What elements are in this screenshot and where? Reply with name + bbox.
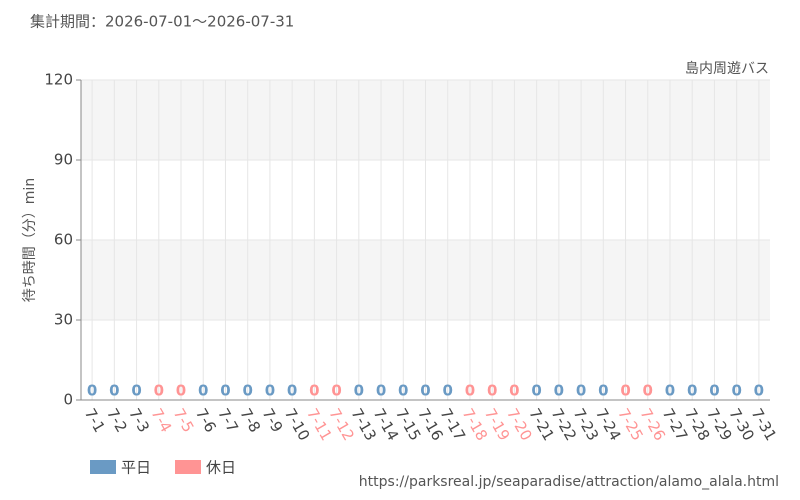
x-tick-label: 7-9 — [259, 405, 287, 435]
legend-label: 平日 — [121, 459, 151, 477]
data-label: 0 — [420, 382, 430, 400]
x-tick-label: 7-7 — [214, 405, 242, 435]
data-label: 0 — [198, 382, 208, 400]
data-label: 0 — [443, 382, 453, 400]
x-tick-label: 7-4 — [147, 405, 175, 435]
data-label: 0 — [643, 382, 653, 400]
legend-label: 休日 — [206, 459, 236, 477]
y-axis-label: 待ち時間（分）min — [22, 178, 38, 302]
data-label: 0 — [109, 382, 119, 400]
x-tick-label: 7-6 — [192, 405, 220, 435]
data-label: 0 — [354, 382, 364, 400]
data-label: 0 — [665, 382, 675, 400]
data-label: 0 — [154, 382, 164, 400]
data-label: 0 — [487, 382, 497, 400]
x-tick-label: 7-1 — [81, 405, 109, 435]
data-label: 0 — [576, 382, 586, 400]
data-label: 0 — [620, 382, 630, 400]
data-label: 0 — [598, 382, 608, 400]
data-label: 0 — [509, 382, 519, 400]
data-label: 0 — [287, 382, 297, 400]
data-label: 0 — [220, 382, 230, 400]
data-label: 0 — [687, 382, 697, 400]
chart-subtitle: 集計期間：2026-07-01～2026-07-31 — [30, 13, 294, 31]
legend-swatch — [90, 460, 116, 474]
data-label: 0 — [754, 382, 764, 400]
y-tick-label: 90 — [54, 151, 73, 169]
x-tick-label: 7-3 — [125, 405, 153, 435]
data-label: 0 — [176, 382, 186, 400]
data-label: 0 — [531, 382, 541, 400]
source: https://parksreal.jp/seaparadise/attract… — [359, 474, 779, 490]
data-label: 0 — [709, 382, 719, 400]
chart-title: 島内周遊バス — [685, 61, 769, 77]
x-tick-label: 7-5 — [170, 405, 198, 435]
legend-swatch — [175, 460, 201, 474]
data-label: 0 — [465, 382, 475, 400]
y-tick-label: 0 — [63, 391, 73, 409]
data-label: 0 — [131, 382, 141, 400]
data-label: 0 — [554, 382, 564, 400]
x-tick-label: 7-2 — [103, 405, 131, 435]
x-tick-label: 7-8 — [236, 405, 264, 435]
data-label: 0 — [265, 382, 275, 400]
data-label: 0 — [242, 382, 252, 400]
data-label: 0 — [731, 382, 741, 400]
data-label: 0 — [309, 382, 319, 400]
y-tick-label: 120 — [44, 71, 73, 89]
data-label: 0 — [376, 382, 386, 400]
data-label: 0 — [398, 382, 408, 400]
data-label: 0 — [331, 382, 341, 400]
y-tick-label: 60 — [54, 231, 73, 249]
y-tick-label: 30 — [54, 311, 73, 329]
data-label: 0 — [87, 382, 97, 400]
